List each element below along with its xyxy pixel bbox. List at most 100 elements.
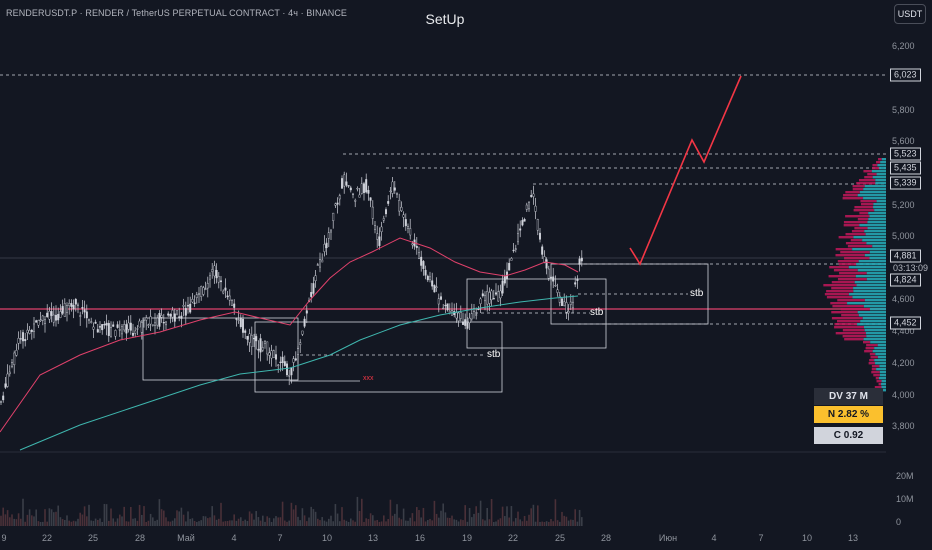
volume-bar [438,517,440,526]
volume-bar [297,516,299,526]
zone-rect-4[interactable] [550,263,709,325]
symbol-info[interactable]: RENDERUSDT.P · RENDER / TetherUS PERPETU… [6,8,348,18]
profile-bar-sell [874,386,882,389]
volume-bar [39,521,42,526]
volume-bar [270,521,273,526]
candle-body [85,311,88,319]
profile-bar-buy [863,188,886,191]
candle-body [178,316,181,318]
volume-bar [200,520,202,526]
volume-bar [103,503,106,526]
candle-body [396,193,399,195]
volume-bar [444,512,447,526]
profile-bar-buy [852,248,886,251]
candle-body [572,301,575,309]
candle-body [206,283,209,289]
volume-bar [321,517,323,526]
profile-bar-buy [874,209,886,212]
volume-bar [534,521,537,526]
volume-bar [303,515,306,526]
zone-rect-3[interactable] [466,278,607,349]
profile-bar-sell [875,377,879,380]
profile-bar-buy [869,308,886,311]
candle-body [336,202,339,205]
profile-bar-sell [859,212,869,215]
zone-rect-2[interactable] [254,321,503,393]
volume-bar [97,519,99,526]
volume-bar [176,510,178,526]
volume-bar [526,520,528,526]
volume-bar [405,520,407,526]
volume-bar [22,498,24,526]
candle-body [120,326,123,335]
volume-bar [475,506,477,526]
price-label: 5,200 [892,200,915,210]
volume-bar [578,509,581,526]
volume-bar [266,516,268,526]
profile-bar-buy [855,275,886,278]
volume-bar [572,519,574,526]
candle-body [365,179,368,193]
currency-button[interactable]: USDT [894,4,926,24]
profile-bar-sell [857,218,869,221]
candle-body [327,232,330,239]
forecast-arrow[interactable] [629,75,742,266]
volume-bar [143,506,145,526]
volume-bar [323,520,326,526]
candle-body [235,318,238,320]
volume-bar [543,521,546,526]
candle-body [286,363,289,376]
profile-bar-buy [872,245,886,248]
candle-body [70,303,73,307]
volume-bar [11,514,13,526]
zone-rectangles[interactable] [142,263,709,393]
time-label: 10 [321,533,333,543]
volume-bar [559,521,561,526]
candle-body [424,269,427,276]
volume-bar [446,517,449,526]
profile-bar-buy [866,335,886,338]
volume-bar [367,519,370,526]
profile-bar-sell [841,314,859,317]
candle-body [226,295,229,298]
price-tag: 5,435 [890,161,921,175]
volume-bar [136,520,139,526]
volume-bar [563,515,565,526]
volume-bar [167,521,169,526]
volume-bars [0,496,583,526]
time-label: Май [177,533,195,543]
profile-bar-buy [864,185,886,188]
volume-bar [460,519,462,526]
volume-bar [156,519,158,526]
volume-bar [4,514,7,526]
candle-body [65,305,68,313]
profile-bar-buy [879,371,886,374]
candle-body [475,314,478,316]
time-label: 28 [600,533,612,543]
volume-bar [13,518,15,526]
candle-body [57,313,60,321]
volume-bar [319,520,321,526]
dashed-levels[interactable] [0,74,886,356]
volume-bar [567,520,570,526]
volume-bar [341,507,343,526]
candlesticks [0,171,583,406]
candle-body [46,312,49,318]
volume-bar [132,518,134,526]
profile-bar-buy [864,254,886,257]
volume-bar [332,521,334,526]
candle-body [213,265,216,277]
volume-bar [64,519,66,526]
candle-body [140,322,143,333]
candle-body [391,181,394,194]
profile-bar-sell [844,338,864,341]
volume-bar [242,520,244,526]
candle-body [382,218,385,221]
candle-body [228,295,231,301]
volume-bar [268,517,271,526]
profile-bar-sell [842,197,864,200]
price-tag: 4,824 [890,273,921,287]
volume-bar [517,511,519,526]
profile-bar-buy [869,215,886,218]
